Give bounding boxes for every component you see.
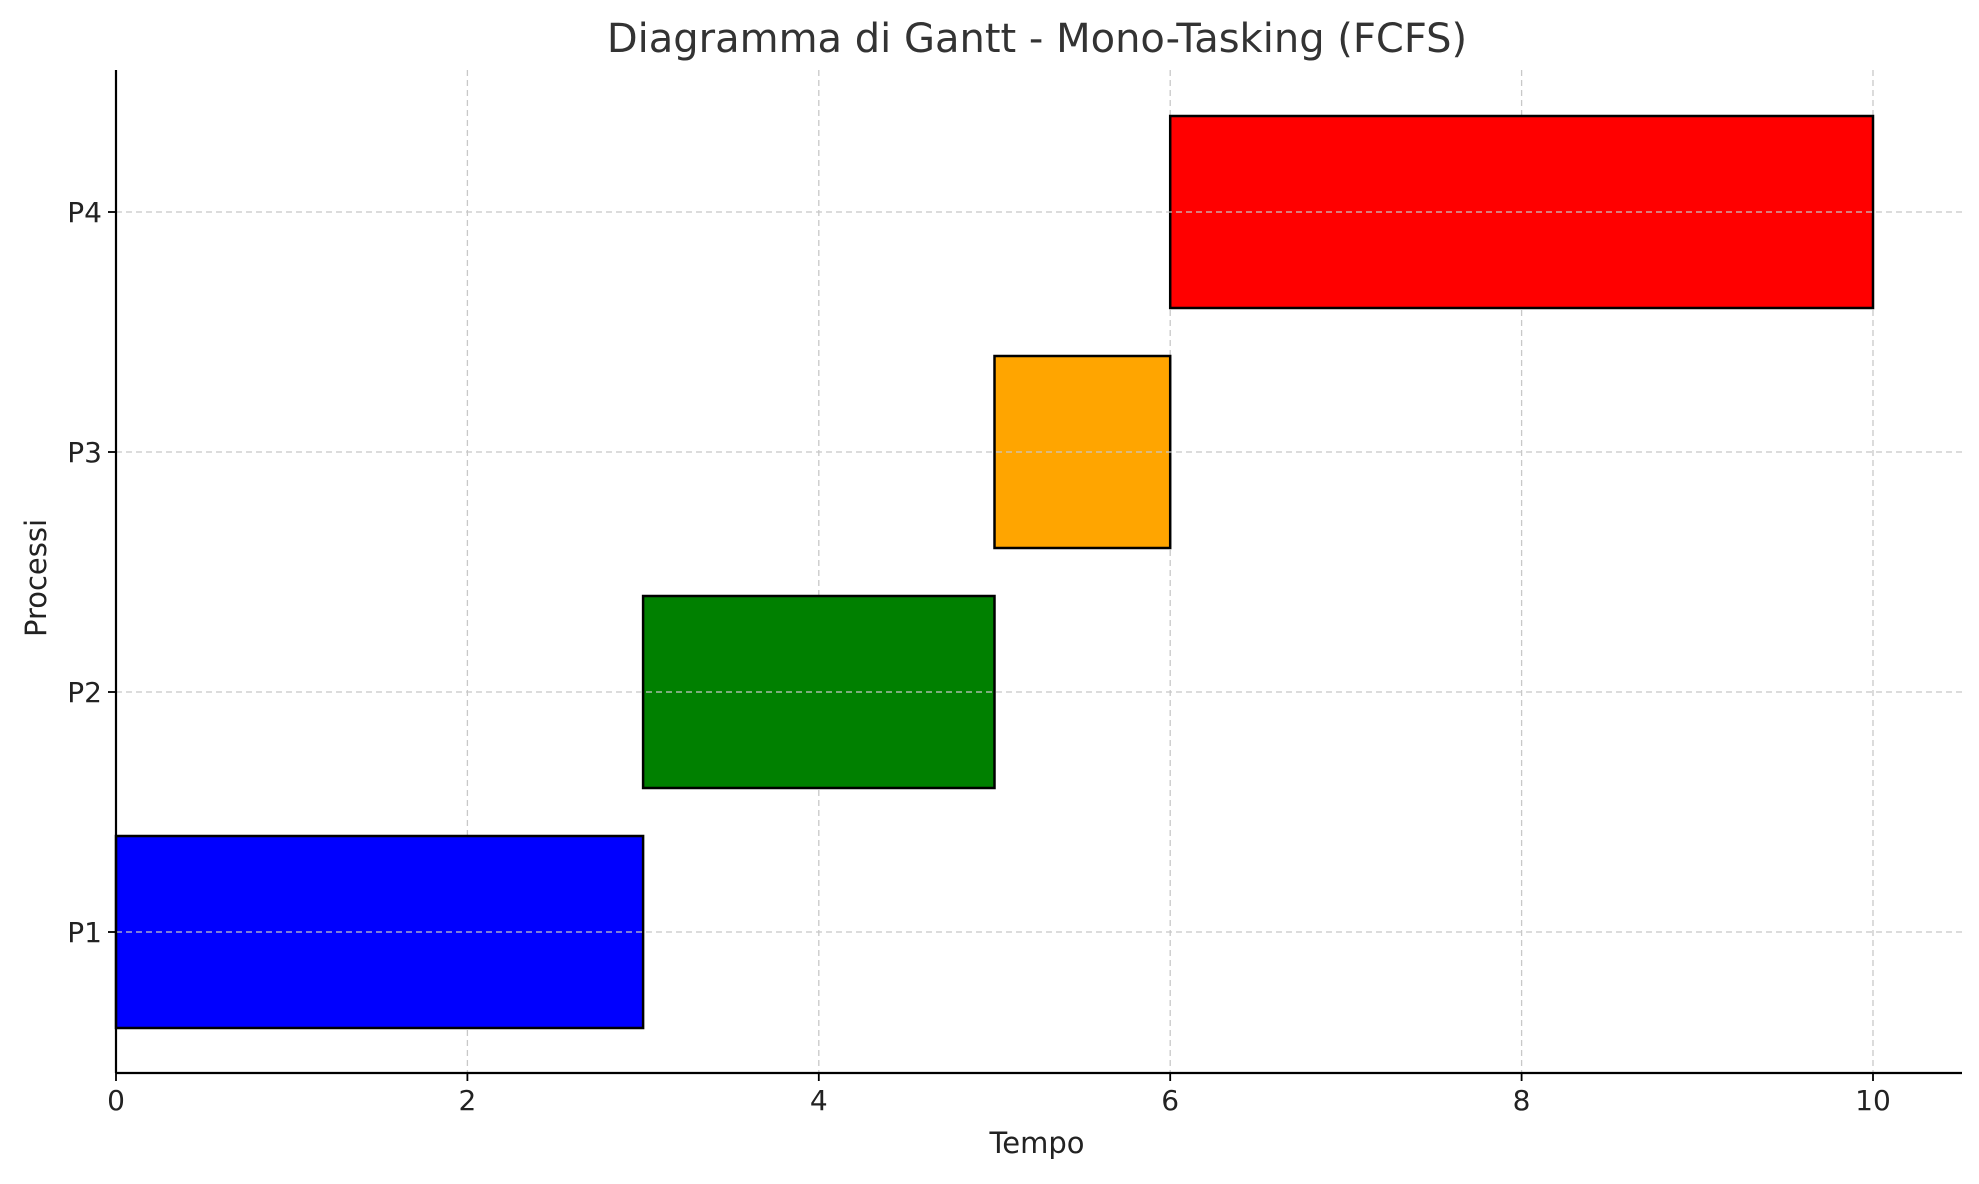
y-tick-label: P1 — [67, 916, 102, 949]
x-tick-label: 10 — [1855, 1084, 1891, 1117]
x-tick-label: 4 — [810, 1084, 828, 1117]
x-tick-label: 8 — [1513, 1084, 1531, 1117]
y-tick-label: P2 — [67, 676, 102, 709]
x-axis-label: Tempo — [988, 1126, 1084, 1160]
x-tick-label: 6 — [1161, 1084, 1179, 1117]
axes-layer — [114, 70, 1962, 1075]
x-tick-label: 0 — [107, 1084, 125, 1117]
y-axis-label: Processi — [19, 519, 53, 637]
x-tick-label: 2 — [458, 1084, 476, 1117]
y-tick-label: P3 — [67, 436, 102, 469]
chart-title: Diagramma di Gantt - Mono-Tasking (FCFS) — [607, 16, 1467, 62]
ticks-layer: 0 2 4 6 8 10 P1 P2 P3 P4 — [67, 196, 1891, 1117]
bars-layer — [114, 114, 1875, 1030]
y-tick-label: P4 — [67, 196, 102, 229]
